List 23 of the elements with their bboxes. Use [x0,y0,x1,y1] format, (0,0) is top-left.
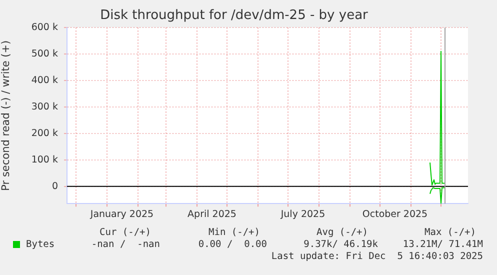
text: Cur (-/+) [100,227,151,238]
text: Min (-/+) [208,227,260,238]
y-tick-label: 400 k [31,75,58,86]
text: 13.21M/ 71.41M [402,239,483,250]
text: Max (-/+) [424,227,476,238]
legend-label: Bytes [26,239,55,250]
y-tick-label: 0 [52,180,58,192]
chart-title: Disk throughput for /dev/dm-25 - by year [100,8,369,24]
text: -nan / -nan [91,239,160,250]
x-tick-label: April 2025 [188,208,236,220]
y-tick-label: 200 k [31,128,58,139]
text: 0.00 / 0.00 [198,239,267,250]
y-tick-label: 100 k [31,154,58,166]
x-tick-label: July 2025 [280,208,326,220]
y-axis-title: Pr second read (-) / write (+) [0,40,12,191]
y-tick-label: 600 k [31,22,58,34]
text: Last update: Fri Dec 5 16:40:03 2025 [271,251,483,262]
y-tick-label: 500 k [31,48,58,60]
text: Avg (-/+) [316,227,368,238]
y-tick-label: 300 k [31,101,58,112]
text: 9.37k/ 46.19k [304,239,378,250]
x-tick-label: October 2025 [362,208,428,220]
x-tick-label: January 2025 [89,208,154,220]
